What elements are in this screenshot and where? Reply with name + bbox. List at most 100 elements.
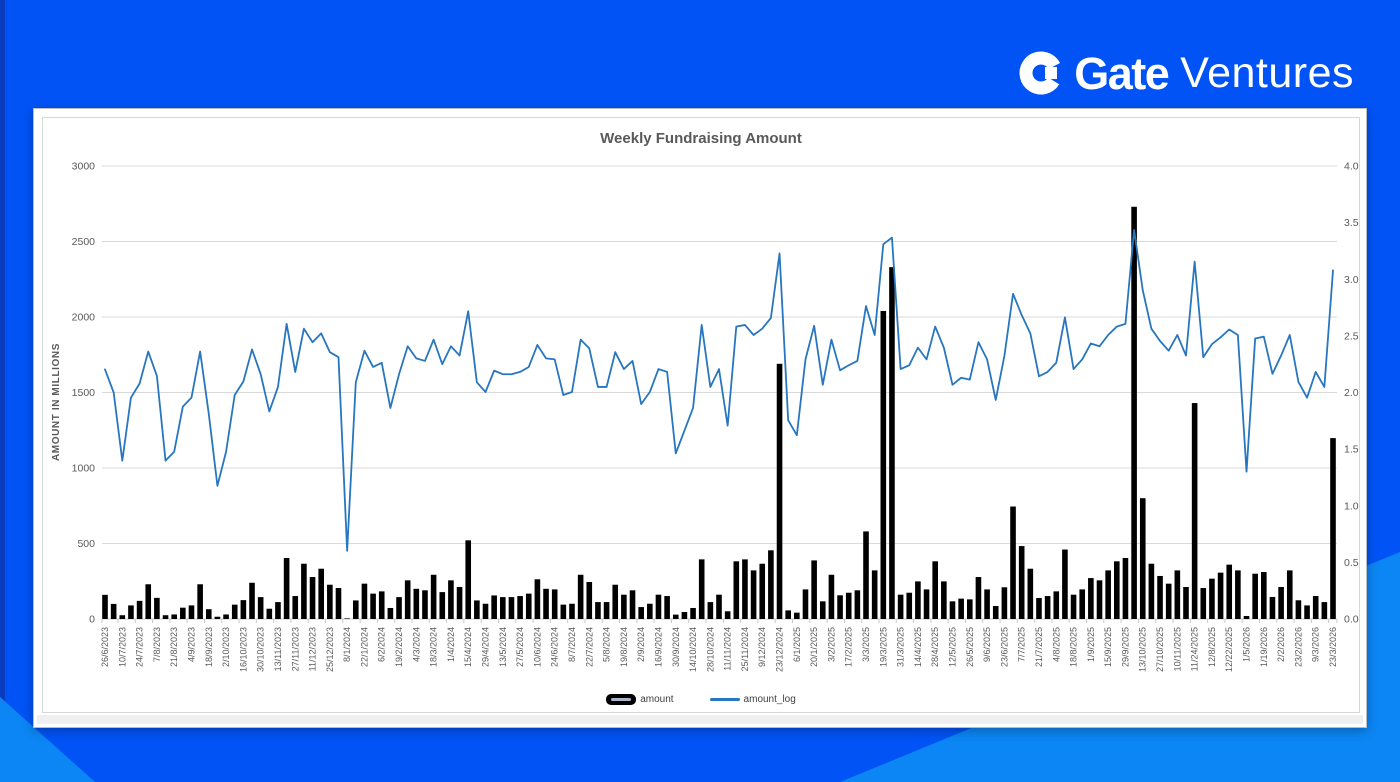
gate-logo-icon	[1019, 51, 1063, 95]
svg-text:1500: 1500	[72, 387, 96, 399]
svg-text:10/11/2025: 10/11/2025	[1172, 627, 1182, 671]
svg-text:28/4/2025: 28/4/2025	[930, 627, 940, 667]
line-series-swatch-icon	[709, 698, 740, 701]
svg-text:24/6/2024: 24/6/2024	[550, 627, 560, 667]
svg-text:6/1/2025: 6/1/2025	[792, 627, 802, 662]
svg-text:9/6/2025: 9/6/2025	[982, 627, 992, 662]
svg-text:31/3/2025: 31/3/2025	[896, 627, 906, 667]
svg-text:23/2/2026: 23/2/2026	[1293, 627, 1303, 667]
left-axis-title: AMOUNT IN MILLIONS	[51, 343, 62, 462]
svg-text:2.5: 2.5	[1344, 330, 1359, 342]
bar-series-amount	[102, 206, 1336, 620]
svg-text:8/1/2024: 8/1/2024	[342, 627, 352, 662]
svg-text:4.0: 4.0	[1344, 161, 1359, 173]
legend-label-amount: amount	[640, 694, 674, 705]
svg-text:25/11/2024: 25/11/2024	[740, 627, 750, 671]
svg-text:3000: 3000	[72, 161, 96, 173]
svg-text:1/19/2026: 1/19/2026	[1259, 627, 1269, 667]
svg-text:3/2/2025: 3/2/2025	[826, 627, 836, 662]
svg-text:2/9/2024: 2/9/2024	[636, 627, 646, 662]
left-axis-tick-labels: 0 500 1000 1500 2000 2500 3000	[72, 161, 96, 626]
card-bottom-strip	[37, 715, 1363, 724]
right-axis-tick-labels: 0.0 0.5 1.0 1.5 2.0 2.5 3.0 3.5 4.0	[1344, 161, 1359, 626]
svg-text:2/2/2026: 2/2/2026	[1276, 627, 1286, 662]
svg-text:15/9/2025: 15/9/2025	[1103, 627, 1113, 667]
svg-text:4/9/2023: 4/9/2023	[187, 627, 197, 662]
svg-text:3.0: 3.0	[1344, 274, 1359, 286]
svg-text:3.5: 3.5	[1344, 217, 1359, 229]
left-edge-accent-bar	[0, 0, 5, 782]
svg-text:19/2/2024: 19/2/2024	[394, 627, 404, 667]
svg-text:25/12/2023: 25/12/2023	[325, 627, 335, 672]
svg-text:29/9/2025: 29/9/2025	[1121, 627, 1131, 667]
svg-text:4/3/2024: 4/3/2024	[411, 627, 421, 662]
svg-text:20/1/2025: 20/1/2025	[809, 627, 819, 667]
svg-text:2000: 2000	[72, 312, 96, 324]
gridlines	[102, 165, 1337, 544]
line-series-amount-log	[104, 228, 1334, 552]
brand-product: Ventures	[1180, 48, 1354, 97]
svg-text:13/10/2025: 13/10/2025	[1138, 627, 1148, 672]
svg-text:0: 0	[89, 614, 95, 626]
svg-text:21/7/2025: 21/7/2025	[1034, 627, 1044, 667]
chart-legend: amount amount_log	[43, 694, 1359, 705]
svg-text:500: 500	[77, 538, 95, 550]
svg-text:1.5: 1.5	[1344, 444, 1359, 456]
svg-text:2.0: 2.0	[1344, 387, 1359, 399]
brand-name: Gate	[1074, 47, 1170, 99]
svg-text:18/8/2025: 18/8/2025	[1069, 627, 1079, 667]
svg-text:14/4/2025: 14/4/2025	[913, 627, 923, 667]
svg-text:6/2/2024: 6/2/2024	[377, 627, 387, 662]
svg-text:0.5: 0.5	[1344, 557, 1359, 569]
svg-text:3/3/2025: 3/3/2025	[861, 627, 871, 662]
svg-text:1/5/2026: 1/5/2026	[1242, 627, 1252, 662]
svg-text:2/10/2023: 2/10/2023	[221, 627, 231, 667]
svg-text:29/4/2024: 29/4/2024	[481, 627, 491, 667]
svg-text:12/5/2025: 12/5/2025	[948, 627, 958, 667]
svg-text:16/9/2024: 16/9/2024	[654, 627, 664, 667]
svg-text:1/4/2024: 1/4/2024	[446, 627, 456, 662]
svg-text:22/7/2024: 22/7/2024	[584, 627, 594, 667]
legend-item-amount-log: amount_log	[709, 694, 796, 705]
svg-text:7/8/2023: 7/8/2023	[152, 627, 162, 662]
svg-text:21/8/2023: 21/8/2023	[169, 627, 179, 667]
svg-text:23/12/2024: 23/12/2024	[775, 627, 785, 672]
svg-text:19/8/2024: 19/8/2024	[619, 627, 629, 667]
bar-series-swatch-icon	[606, 694, 637, 705]
svg-text:8/7/2024: 8/7/2024	[567, 627, 577, 662]
svg-text:0.0: 0.0	[1344, 614, 1359, 626]
svg-text:12/22/2025: 12/22/2025	[1224, 627, 1234, 672]
svg-text:22/1/2024: 22/1/2024	[359, 627, 369, 667]
svg-text:30/9/2024: 30/9/2024	[671, 627, 681, 667]
svg-text:13/11/2023: 13/11/2023	[273, 627, 283, 671]
svg-text:30/10/2023: 30/10/2023	[256, 627, 266, 672]
chart-title: Weekly Fundraising Amount	[600, 130, 802, 147]
x-axis	[101, 618, 1338, 623]
svg-text:12/8/2025: 12/8/2025	[1207, 627, 1217, 667]
svg-text:4/8/2025: 4/8/2025	[1051, 627, 1061, 662]
svg-text:19/3/2025: 19/3/2025	[878, 627, 888, 667]
svg-text:1.0: 1.0	[1344, 500, 1359, 512]
svg-text:17/2/2025: 17/2/2025	[844, 627, 854, 667]
svg-text:9/3/2026: 9/3/2026	[1311, 627, 1321, 662]
svg-text:16/10/2023: 16/10/2023	[238, 627, 248, 672]
svg-text:5/8/2024: 5/8/2024	[602, 627, 612, 662]
svg-text:27/10/2025: 27/10/2025	[1155, 627, 1165, 672]
svg-text:11/12/2023: 11/12/2023	[308, 627, 318, 671]
svg-text:27/11/2023: 27/11/2023	[290, 627, 300, 671]
svg-text:7/7/2025: 7/7/2025	[1017, 627, 1027, 662]
svg-text:11/11/2024: 11/11/2024	[723, 627, 733, 671]
svg-text:13/5/2024: 13/5/2024	[498, 627, 508, 667]
plot-svg: 0 500 1000 1500 2000 2500 3000 0.0 0.5 1.0 1.5 2.0 2…	[72, 161, 1359, 673]
svg-text:10/6/2024: 10/6/2024	[532, 627, 542, 667]
legend-label-amount-log: amount_log	[743, 694, 796, 705]
svg-text:1/9/2025: 1/9/2025	[1086, 627, 1096, 662]
chart-card: Weekly Fundraising Amount AMOUNT IN MILL…	[33, 108, 1367, 728]
svg-text:18/3/2024: 18/3/2024	[429, 627, 439, 667]
x-axis-labels: 26/6/2023 10/7/2023 24/7/2023 7/8/2023 21/8/…	[100, 627, 1338, 672]
svg-text:9/12/2024: 9/12/2024	[757, 627, 767, 667]
svg-text:24/7/2023: 24/7/2023	[135, 627, 145, 667]
svg-text:26/5/2025: 26/5/2025	[965, 627, 975, 667]
svg-text:14/10/2024: 14/10/2024	[688, 627, 698, 672]
